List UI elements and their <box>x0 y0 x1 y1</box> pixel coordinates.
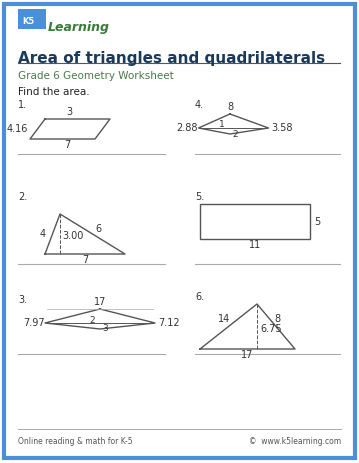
Text: 3.58: 3.58 <box>271 123 293 133</box>
Text: 7: 7 <box>64 140 71 150</box>
Bar <box>18 10 46 30</box>
Text: 2.: 2. <box>18 192 27 201</box>
Text: 8: 8 <box>275 314 281 324</box>
Text: 3.: 3. <box>18 294 27 304</box>
Text: 6.: 6. <box>195 291 204 301</box>
Text: Grade 6 Geometry Worksheet: Grade 6 Geometry Worksheet <box>18 71 174 81</box>
Text: 6.75: 6.75 <box>260 324 281 334</box>
Text: 3: 3 <box>66 107 73 117</box>
Text: 2: 2 <box>232 130 238 139</box>
Text: 11: 11 <box>249 239 261 250</box>
Text: 4.16: 4.16 <box>6 124 28 134</box>
Text: 7.97: 7.97 <box>23 317 45 327</box>
Text: 17: 17 <box>241 349 254 359</box>
Bar <box>200 205 310 239</box>
Text: 3: 3 <box>102 323 108 332</box>
Text: 7.12: 7.12 <box>158 317 180 327</box>
Text: 2: 2 <box>89 315 95 324</box>
Text: 17: 17 <box>94 296 106 307</box>
Text: 7: 7 <box>82 255 88 264</box>
Text: 8: 8 <box>227 102 233 112</box>
Text: ©  www.k5learning.com: © www.k5learning.com <box>249 437 341 445</box>
Text: K5: K5 <box>22 18 34 26</box>
Text: 1.: 1. <box>18 100 27 110</box>
Text: 6: 6 <box>95 224 101 233</box>
Text: 1: 1 <box>219 120 225 129</box>
Text: Area of triangles and quadrilaterals: Area of triangles and quadrilaterals <box>18 50 325 65</box>
Text: Learning: Learning <box>48 21 110 34</box>
Text: Online reading & math for K-5: Online reading & math for K-5 <box>18 437 132 445</box>
Text: 4.: 4. <box>195 100 204 110</box>
Text: 14: 14 <box>218 314 230 324</box>
Text: Find the area.: Find the area. <box>18 87 90 97</box>
Text: 3.00: 3.00 <box>62 231 83 240</box>
Text: 2.88: 2.88 <box>177 123 198 133</box>
Text: 5: 5 <box>314 217 320 227</box>
Text: 4: 4 <box>40 229 46 238</box>
Text: 5.: 5. <box>195 192 204 201</box>
